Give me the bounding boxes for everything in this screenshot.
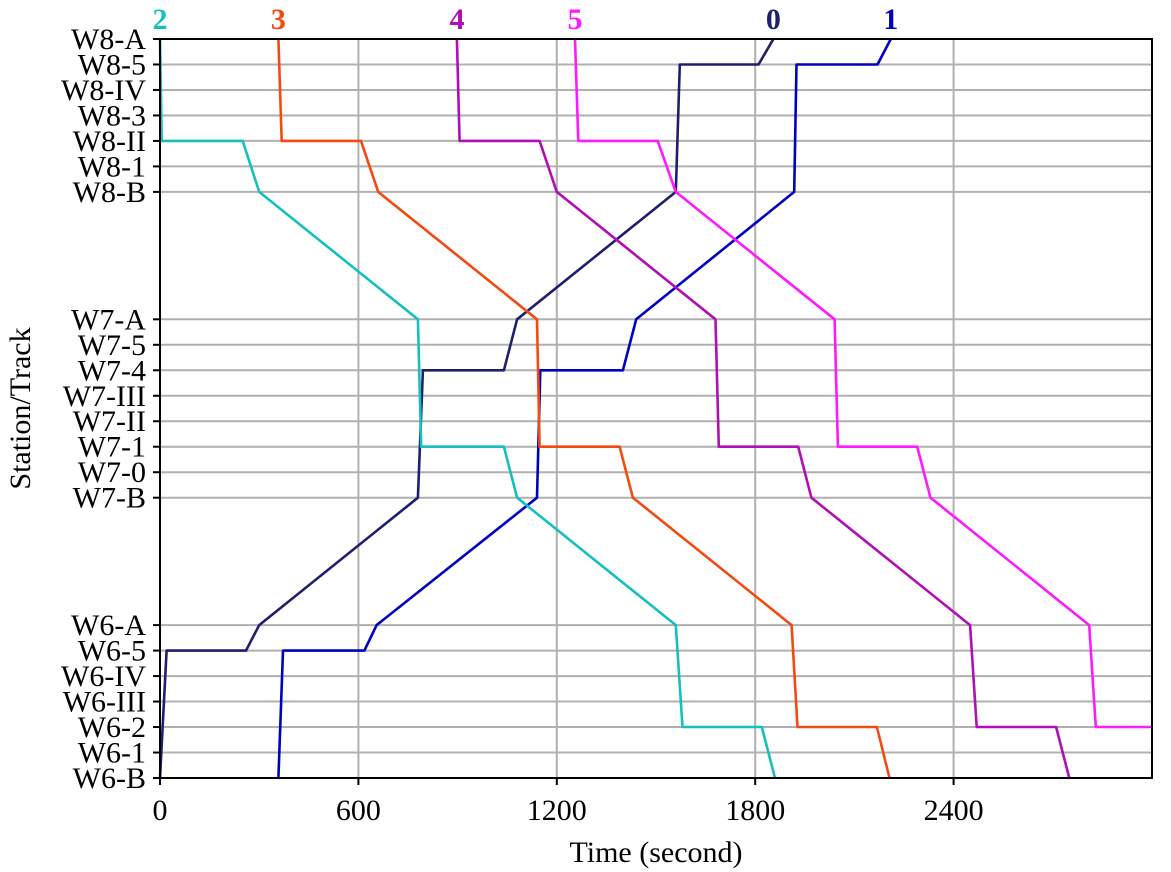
plot-frame	[159, 38, 1153, 779]
y-tick-label: W8-1	[78, 150, 146, 183]
y-tick-label: W7-III	[63, 380, 146, 413]
y-tick-label: W6-5	[78, 635, 146, 668]
y-tick-label: W6-1	[78, 737, 146, 770]
y-tick-label: W7-1	[78, 431, 146, 464]
y-tick-label: W7-0	[78, 456, 146, 489]
y-tick-label: W7-4	[78, 354, 146, 387]
y-tick-label: W7-II	[73, 405, 146, 438]
y-axis-title: Station/Track	[4, 327, 37, 489]
y-tick-label: W8-IV	[61, 74, 146, 107]
y-tick-label: W6-2	[78, 711, 146, 744]
y-tick-label: W7-B	[73, 482, 146, 515]
series-line-2	[158, 38, 777, 779]
series-line-5	[573, 38, 1152, 729]
x-axis-title: Time (second)	[569, 836, 742, 869]
plot-border	[159, 38, 1153, 779]
x-tick-label: 2400	[924, 794, 984, 827]
train-labels: 0 1 2 3 4 5	[153, 3, 899, 36]
x-tick-label: 0	[153, 794, 168, 827]
series-lines	[158, 38, 1152, 779]
series-line-4	[455, 38, 1071, 779]
y-tick-label: W6-III	[63, 686, 146, 719]
y-tick-label: W8-3	[78, 99, 146, 132]
y-tick-label: W8-II	[73, 125, 146, 158]
x-tick-label: 1800	[725, 794, 785, 827]
series-line-3	[277, 38, 891, 779]
y-tick-label: W8-A	[71, 23, 146, 56]
y-tick-label: W7-A	[71, 303, 146, 336]
series-label-4: 4	[449, 3, 464, 36]
series-label-3: 3	[271, 3, 286, 36]
series-label-2: 2	[153, 3, 168, 36]
series-line-1	[277, 38, 892, 779]
y-tick-label: W7-5	[78, 329, 146, 362]
x-tick-label: 1200	[527, 794, 587, 827]
x-tick-label: 600	[336, 794, 381, 827]
y-tick-label: W6-B	[73, 762, 146, 795]
series-label-0: 0	[766, 3, 781, 36]
y-tick-label: W8-5	[78, 48, 146, 81]
series-line-0	[158, 38, 775, 779]
axis-ticks: 0 600 1200 1800 2400W6-BW6-1W6-2W6-IIIW6-IVW…	[61, 23, 984, 827]
series-label-1: 1	[883, 3, 898, 36]
y-tick-label: W8-B	[73, 176, 146, 209]
y-tick-label: W6-A	[71, 609, 146, 642]
y-tick-label: W6-IV	[61, 660, 146, 693]
series-label-5: 5	[567, 3, 582, 36]
gridlines	[160, 39, 1152, 778]
